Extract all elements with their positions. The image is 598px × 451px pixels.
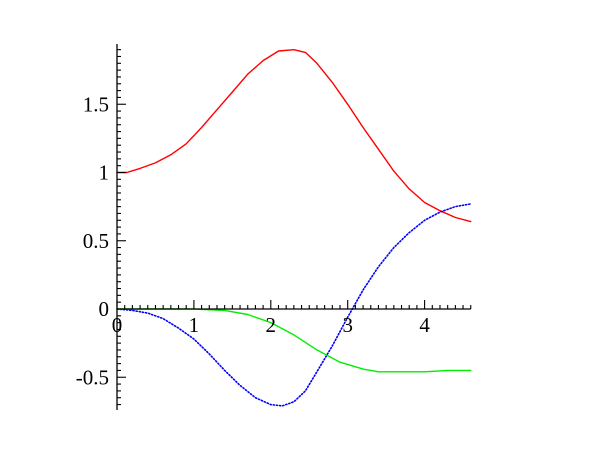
x-tick-label: 4	[419, 313, 430, 337]
x-tick-label: 1	[189, 313, 200, 337]
series-line-2	[116, 203, 472, 407]
y-tick-label: 0	[99, 297, 110, 321]
series-line-3	[116, 308, 472, 373]
ticks-layer	[116, 49, 472, 406]
y-tick-label: 1	[99, 161, 110, 185]
series-line-1	[116, 49, 472, 223]
x-tick-label: 3	[342, 313, 353, 337]
y-tick-label: 0.5	[83, 229, 109, 253]
x-tick-label: 0	[112, 313, 123, 337]
axes-layer	[116, 44, 471, 410]
y-tick-label: 1.5	[83, 92, 109, 116]
series-layer	[116, 49, 472, 407]
x-tick-label: 2	[266, 313, 277, 337]
y-tick-label: -0.5	[76, 365, 109, 389]
tick-labels: 0 1 2 3 4 -0.5 0 0.5 1 1.5	[76, 92, 431, 389]
